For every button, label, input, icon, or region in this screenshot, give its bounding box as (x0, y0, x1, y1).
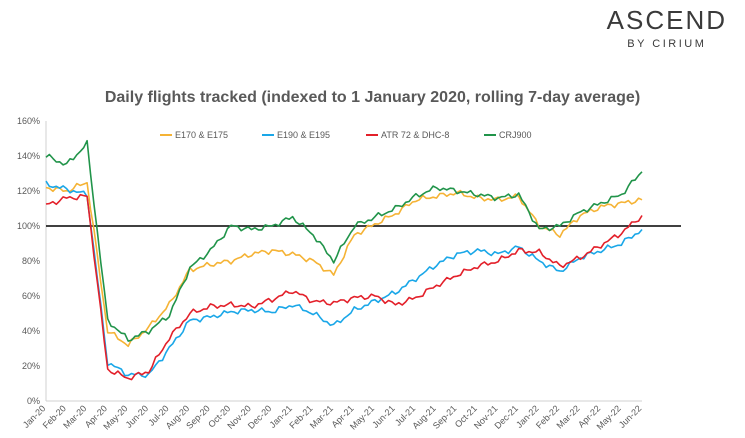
y-tick-label: 80% (22, 256, 40, 266)
y-tick-label: 0% (27, 396, 40, 406)
legend-label: ATR 72 & DHC-8 (381, 130, 449, 140)
legend-label: E190 & E195 (277, 130, 330, 140)
legend-label: E170 & E175 (175, 130, 228, 140)
brand-logo: ASCEND BY CIRIUM (607, 6, 727, 50)
y-tick-label: 60% (22, 291, 40, 301)
y-tick-label: 40% (22, 326, 40, 336)
y-tick-label: 140% (17, 151, 40, 161)
x-tick-label: Sep-20 (184, 403, 212, 431)
brand-name: ASCEND (606, 5, 727, 35)
brand-tagline: BY CIRIUM (627, 38, 707, 50)
x-tick-label: Jun-20 (124, 403, 151, 430)
x-tick-label: Jun-22 (617, 403, 644, 430)
x-tick-label: Mar-21 (308, 403, 335, 430)
chart-title: Daily flights tracked (indexed to 1 Janu… (104, 89, 641, 106)
legend-label: CRJ900 (499, 130, 532, 140)
series-line-4 (45, 139, 643, 342)
x-tick-label: Dec-20 (246, 403, 274, 431)
series-line-1 (45, 182, 643, 348)
y-tick-label: 20% (22, 361, 40, 371)
x-tick-label: Jun-21 (370, 403, 397, 430)
series-line-2 (45, 180, 643, 379)
y-tick-label: 120% (17, 186, 40, 196)
y-tick-label: 100% (17, 221, 40, 231)
series-line-3 (45, 193, 643, 381)
x-tick-label: Mar-22 (555, 403, 582, 430)
y-tick-label: 160% (17, 116, 40, 126)
x-tick-label: Dec-21 (493, 403, 521, 431)
x-tick-label: Mar-20 (61, 403, 88, 430)
x-tick-label: Sep-21 (431, 403, 459, 431)
